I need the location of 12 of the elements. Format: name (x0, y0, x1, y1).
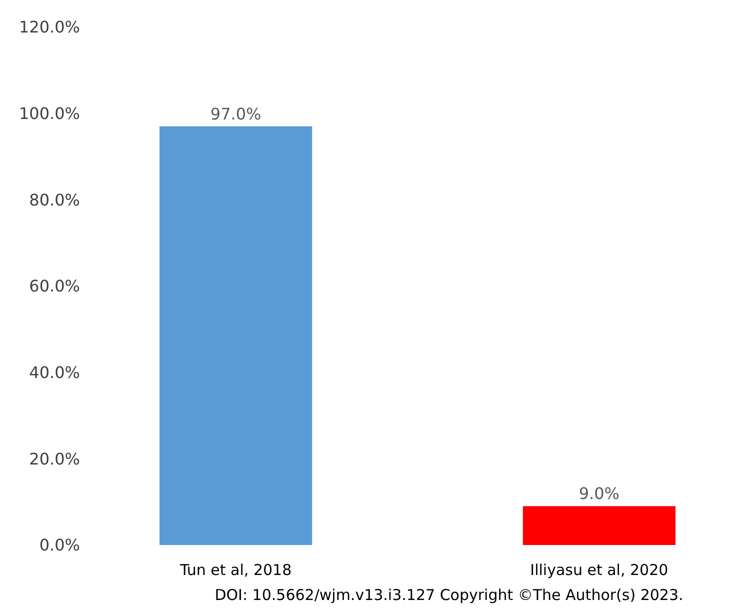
x-tick-label: Illiyasu et al, 2020 (530, 561, 668, 579)
y-tick-label: 60.0% (29, 276, 80, 296)
y-tick-label: 20.0% (29, 449, 80, 468)
y-tick-label: 120.0% (18, 18, 80, 37)
y-tick-label: 0.0% (39, 536, 80, 555)
x-tick-label: Tun et al, 2018 (179, 561, 292, 579)
text: DOI: 10.5662/wjm.v13.i3.127 Copyright ©The Author(s) 2023. (214, 586, 684, 604)
y-tick-label: 40.0% (29, 362, 80, 382)
y-tick-label: 100.0% (18, 104, 80, 123)
data-label: 97.0% (210, 104, 262, 124)
y-tick-label: 80.0% (29, 190, 80, 210)
data-label: 9.0% (578, 484, 620, 504)
